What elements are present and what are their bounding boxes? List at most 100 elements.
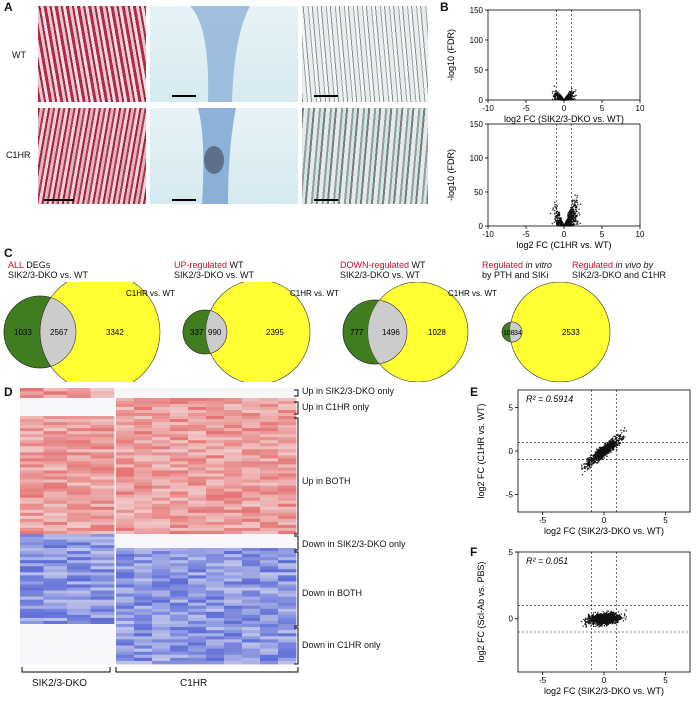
- heatmap-cell: [116, 449, 135, 453]
- heatmap-cell: [116, 488, 135, 493]
- data-point: [567, 213, 569, 216]
- heatmap-cell: [188, 470, 207, 474]
- panel-label-d: D: [4, 385, 13, 399]
- heatmap-cell: [43, 645, 68, 650]
- heatmap-cell: [170, 506, 189, 511]
- heatmap-cell: [67, 391, 91, 396]
- data-point: [611, 615, 613, 618]
- heatmap-cell: [260, 657, 279, 662]
- heatmap-cell: [206, 536, 225, 540]
- heatmap-cell: [116, 500, 135, 505]
- data-point: [594, 620, 596, 623]
- data-point: [572, 222, 575, 225]
- heatmap-cell: [116, 494, 135, 499]
- venn-2-right-count: 2395: [266, 328, 284, 337]
- heatmap-cell: [260, 648, 279, 653]
- heatmap-cell: [67, 587, 91, 591]
- heatmap-cell: [224, 494, 243, 499]
- heatmap-cell: [242, 434, 261, 438]
- tick-label: 5: [600, 230, 605, 239]
- heatmap-cell: [224, 569, 243, 573]
- heatmap-cell: [116, 461, 135, 465]
- heatmap-cell: [116, 401, 135, 405]
- heatmap-cell: [170, 470, 189, 474]
- heatmap-cell: [43, 509, 68, 514]
- data-point: [613, 444, 616, 446]
- heatmap-cell: [278, 560, 297, 564]
- heatmap-cell: [242, 455, 261, 459]
- data-point: [590, 625, 592, 627]
- heatmap-cell: [224, 491, 243, 496]
- heatmap-cell: [134, 503, 153, 508]
- heatmap-cell: [170, 551, 189, 555]
- heatmap-cell: [43, 624, 68, 628]
- heatmap-cell: [90, 651, 115, 656]
- heatmap-cell: [260, 566, 279, 570]
- data-point: [615, 441, 618, 444]
- data-point: [575, 219, 577, 221]
- data-point: [591, 614, 593, 617]
- data-point: [623, 430, 625, 432]
- heatmap-cell: [134, 521, 153, 526]
- heatmap-cell: [152, 636, 171, 640]
- heatmap-cell: [20, 458, 44, 462]
- heatmap-cell: [20, 410, 44, 414]
- heatmap-cell: [43, 446, 68, 450]
- heatmap-cell: [170, 394, 189, 399]
- heatmap-cell: [170, 642, 189, 646]
- heatmap-cell: [224, 542, 243, 546]
- heatmap-cell: [20, 455, 44, 459]
- heatmap-cell: [260, 639, 279, 643]
- heatmap-cell: [170, 657, 189, 662]
- data-point: [616, 615, 618, 618]
- heatmap-cell: [224, 391, 243, 396]
- heatmap-cell: [134, 627, 153, 631]
- venn-1-overlap-count: 2567: [50, 328, 68, 337]
- data-point: [591, 460, 593, 463]
- heatmap-cell: [20, 542, 44, 546]
- data-point: [596, 453, 599, 455]
- heatmap-cell: [170, 509, 189, 514]
- heatmap-cell: [67, 446, 91, 450]
- heatmap-cell: [134, 464, 153, 468]
- heatmap-cell: [260, 455, 279, 459]
- heatmap-cell: [152, 407, 171, 411]
- data-point: [617, 439, 619, 441]
- heatmap-cell: [206, 627, 225, 631]
- heatmap-cell: [116, 518, 135, 523]
- data-point: [615, 444, 618, 447]
- heatmap-cell: [224, 614, 243, 619]
- heatmap-cell: [206, 506, 225, 511]
- data-point: [572, 205, 574, 208]
- heatmap-cell: [43, 524, 68, 529]
- heatmap-cell: [188, 539, 207, 543]
- heatmap-cell: [67, 554, 91, 558]
- heatmap-cell: [188, 527, 207, 532]
- heatmap-cell: [188, 572, 207, 576]
- heatmap-cell: [20, 614, 44, 619]
- heatmap-cell: [152, 425, 171, 429]
- heatmap-cell: [206, 587, 225, 591]
- data-point: [603, 624, 606, 627]
- heatmap-cell: [278, 563, 297, 567]
- heatmap-cell: [90, 572, 115, 576]
- heatmap-cell: [152, 452, 171, 456]
- heatmap-cell: [242, 614, 261, 619]
- heatmap-cell: [206, 437, 225, 441]
- heatmap-cell: [170, 398, 189, 402]
- heatmap-cell: [20, 485, 44, 490]
- data-point: [614, 618, 617, 621]
- heatmap-cell: [90, 488, 115, 493]
- heatmap-cell: [67, 388, 91, 392]
- heatmap-cell: [116, 587, 135, 591]
- heatmap-cell: [206, 521, 225, 526]
- data-point: [581, 464, 583, 466]
- heatmap-cell: [116, 440, 135, 444]
- heatmap-cell: [260, 407, 279, 411]
- heatmap-cell: [278, 452, 297, 456]
- heatmap-cell: [242, 476, 261, 480]
- heatmap-cell: [206, 636, 225, 640]
- heatmap-cell: [152, 428, 171, 432]
- heatmap-cell: [134, 458, 153, 462]
